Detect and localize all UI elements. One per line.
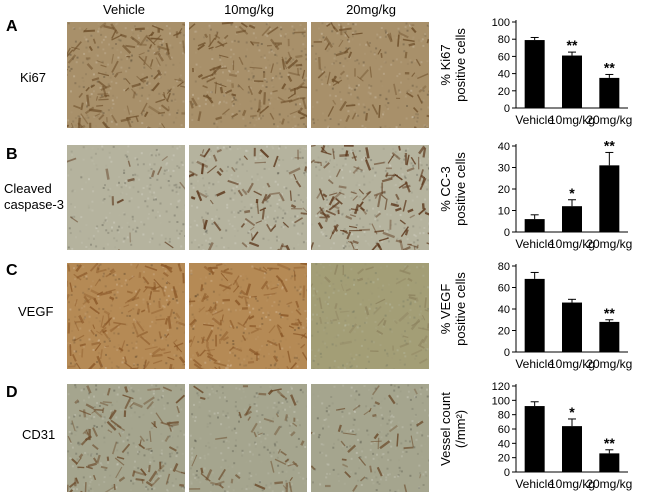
micrograph-image [67, 263, 185, 369]
y-axis-label: Vessel count(/mm²) [438, 392, 468, 466]
bar [599, 453, 620, 472]
y-tick-label: 0 [504, 227, 510, 239]
panel-letter-a: A [6, 18, 18, 35]
y-axis-label-line: % Ki67 [438, 44, 453, 85]
y-tick-label: 10 [498, 206, 510, 218]
bar [562, 206, 582, 232]
y-tick-label: 20 [498, 184, 510, 196]
row-label-cd31: CD31 [22, 427, 55, 443]
micrograph-image [67, 145, 185, 250]
y-axis-label: % VEGFpositive cells [438, 272, 468, 346]
y-axis-label-line: positive cells [453, 272, 468, 346]
y-tick-label: 30 [498, 163, 510, 175]
y-axis-label-line: % CC-3 [438, 166, 453, 212]
micrograph-image [311, 22, 429, 128]
y-axis-label: % Ki67positive cells [438, 28, 468, 102]
y-tick-label: 60 [498, 424, 510, 436]
x-tick-label: 20mg/kg [586, 113, 632, 127]
significance-marker: ** [567, 37, 578, 53]
y-tick-label: 40 [498, 69, 510, 81]
y-tick-label: 40 [498, 304, 510, 316]
y-tick-label: 0 [504, 467, 510, 479]
column-header-10mg: 10mg/kg [224, 2, 274, 17]
bar [599, 321, 620, 352]
x-tick-label: 20mg/kg [586, 477, 632, 491]
significance-marker: ** [604, 435, 615, 451]
x-tick-label: 10mg/kg [549, 237, 595, 251]
x-tick-label: 20mg/kg [586, 237, 632, 251]
y-axis-label-line: Vessel count [438, 392, 453, 466]
significance-marker: ** [604, 305, 615, 321]
x-tick-label: 20mg/kg [586, 357, 632, 371]
y-axis-label-line: positive cells [453, 28, 468, 102]
y-tick-label: 40 [498, 141, 510, 153]
micrograph-image [189, 22, 307, 128]
bar-chart-vessel-count: Vessel count(/mm²) 0 20 40 60 80 100 120 Vehicle… [438, 381, 632, 491]
significance-marker: * [569, 185, 575, 201]
y-tick-label: 20 [498, 86, 510, 98]
micrograph-image [311, 384, 429, 492]
significance-marker: ** [604, 137, 615, 153]
bar [562, 426, 582, 472]
bar [524, 219, 545, 232]
bar-chart-ki67: % Ki67positive cells 0 20 40 60 80 100 Vehicle *… [438, 17, 632, 127]
bar [524, 40, 545, 108]
micrograph-image [189, 384, 307, 492]
y-tick-label: 0 [504, 347, 510, 359]
x-tick-label: Vehicle [515, 477, 554, 491]
y-tick-label: 60 [498, 283, 510, 295]
significance-marker: * [569, 404, 575, 420]
bar-chart-vegf: % VEGFpositive cells 0 20 40 60 80 Vehicle10mg… [438, 261, 632, 371]
bar-chart-cc3: % CC-3positive cells 0 10 20 30 40 Vehicle * 10m… [438, 137, 632, 251]
y-tick-label: 0 [504, 103, 510, 115]
y-axis-label: % CC-3positive cells [438, 152, 468, 226]
row-label-cleaved-caspase-3: Cleaved caspase-3 [4, 181, 64, 213]
y-axis-label-line: % VEGF [438, 284, 453, 335]
row-label-line: Ki67 [20, 70, 47, 85]
micrograph-image [67, 384, 185, 492]
panel-letter-b: B [6, 146, 18, 163]
y-tick-label: 20 [498, 453, 510, 465]
column-header-vehicle: Vehicle [103, 2, 145, 17]
bar [562, 302, 582, 352]
x-tick-label: 10mg/kg [549, 113, 595, 127]
bar [599, 165, 620, 232]
micrograph-image [189, 263, 307, 369]
bar [599, 77, 620, 108]
x-tick-label: Vehicle [515, 113, 554, 127]
significance-marker: ** [604, 59, 615, 75]
y-tick-label: 60 [498, 51, 510, 63]
row-label-line: Cleaved [4, 181, 52, 196]
y-tick-label: 80 [498, 34, 510, 46]
y-tick-label: 40 [498, 438, 510, 450]
panel-letter-d: D [6, 384, 18, 401]
bar [562, 55, 582, 108]
y-tick-label: 80 [498, 261, 510, 273]
y-tick-label: 80 [498, 410, 510, 422]
y-tick-label: 100 [492, 395, 510, 407]
micrograph-image [311, 145, 429, 250]
y-tick-label: 100 [492, 17, 510, 29]
row-label-line: CD31 [22, 427, 56, 442]
bar [524, 406, 545, 472]
column-header-20mg: 20mg/kg [346, 2, 396, 17]
row-label-vegf: VEGF [18, 304, 53, 320]
micrograph-image [189, 145, 307, 250]
y-axis-label-line: (/mm²) [453, 410, 468, 448]
micrograph-image [67, 22, 185, 128]
y-tick-label: 20 [498, 326, 510, 338]
row-label-line: VEGF [18, 304, 54, 319]
row-label-line: caspase-3 [4, 197, 64, 212]
x-tick-label: 10mg/kg [549, 357, 595, 371]
micrograph-image [311, 263, 429, 369]
row-label-ki67: Ki67 [20, 70, 46, 86]
x-tick-label: Vehicle [515, 357, 554, 371]
x-tick-label: Vehicle [515, 237, 554, 251]
bar [524, 278, 545, 352]
y-axis-label-line: positive cells [453, 152, 468, 226]
panel-letter-c: C [6, 262, 18, 279]
x-tick-label: 10mg/kg [549, 477, 595, 491]
y-tick-label: 120 [492, 381, 510, 393]
